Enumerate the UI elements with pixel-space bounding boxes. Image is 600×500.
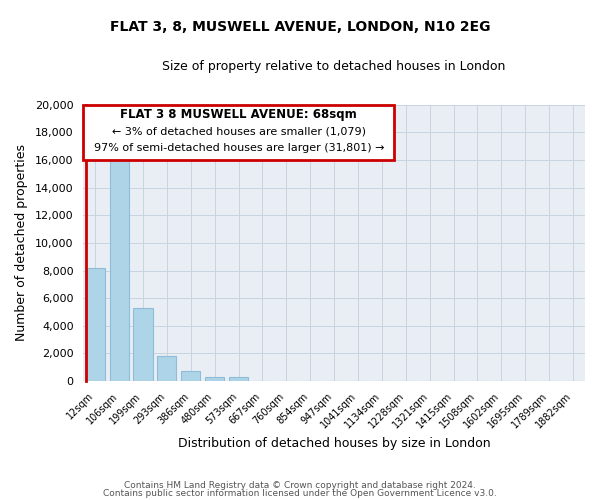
Bar [205, 378, 224, 381]
Bar [86, 268, 105, 381]
Text: Contains public sector information licensed under the Open Government Licence v3: Contains public sector information licen… [103, 488, 497, 498]
Text: 97% of semi-detached houses are larger (31,801) →: 97% of semi-detached houses are larger (… [94, 143, 384, 153]
Bar [110, 152, 128, 381]
Text: FLAT 3 8 MUSWELL AVENUE: 68sqm: FLAT 3 8 MUSWELL AVENUE: 68sqm [121, 108, 357, 121]
Bar [157, 356, 176, 381]
Text: ← 3% of detached houses are smaller (1,079): ← 3% of detached houses are smaller (1,0… [112, 126, 366, 136]
Title: Size of property relative to detached houses in London: Size of property relative to detached ho… [163, 60, 506, 73]
FancyBboxPatch shape [83, 104, 394, 160]
Text: Contains HM Land Registry data © Crown copyright and database right 2024.: Contains HM Land Registry data © Crown c… [124, 481, 476, 490]
Text: FLAT 3, 8, MUSWELL AVENUE, LONDON, N10 2EG: FLAT 3, 8, MUSWELL AVENUE, LONDON, N10 2… [110, 20, 490, 34]
X-axis label: Distribution of detached houses by size in London: Distribution of detached houses by size … [178, 437, 490, 450]
Bar [181, 370, 200, 381]
Y-axis label: Number of detached properties: Number of detached properties [15, 144, 28, 342]
Bar [229, 378, 248, 381]
Bar [133, 308, 152, 381]
